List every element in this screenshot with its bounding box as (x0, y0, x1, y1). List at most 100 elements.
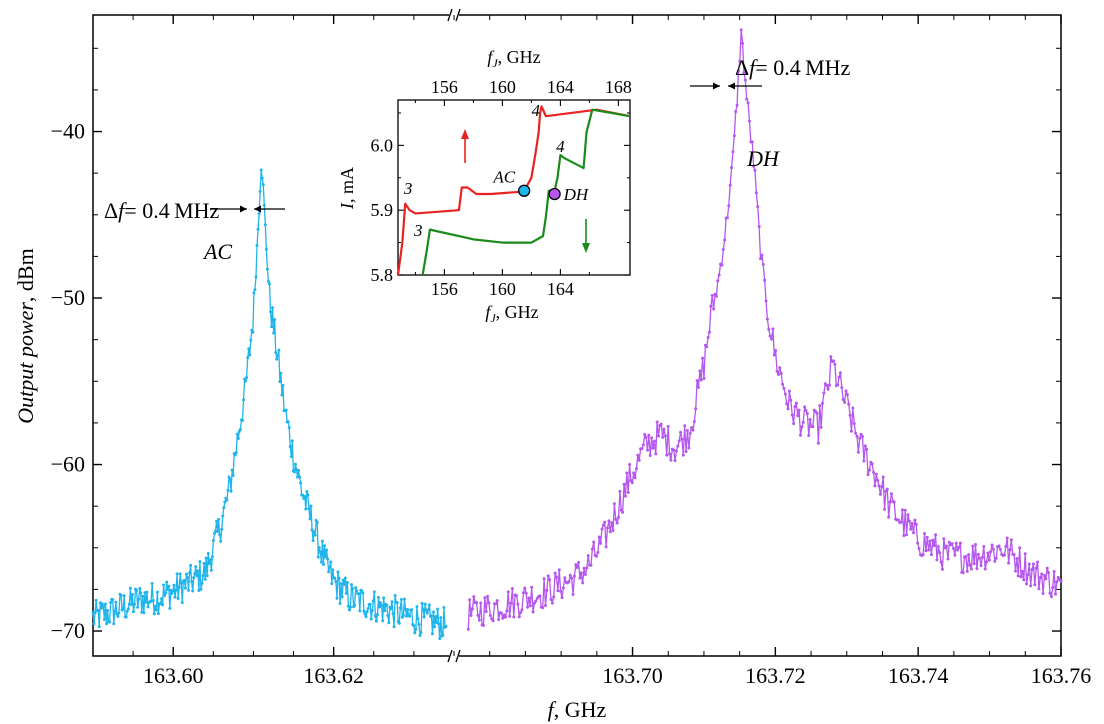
spectrum-point (763, 278, 767, 282)
spectrum-point (248, 353, 252, 357)
spectrum-point (199, 587, 203, 591)
spectrum-point (705, 345, 709, 349)
spectrum-point (657, 434, 660, 438)
spectrum-point (466, 627, 470, 631)
spectrum-point (555, 575, 558, 579)
y-tick-label: −40 (51, 119, 85, 144)
spectrum-point (116, 614, 120, 618)
spectrum-point (945, 544, 949, 548)
inset-frame (397, 99, 631, 276)
sweep-up-arrow (461, 129, 469, 163)
spectrum-point (907, 519, 911, 523)
spectrum-point (720, 263, 724, 267)
spectrum-point (154, 608, 158, 612)
spectrum-point (690, 426, 694, 430)
spectrum-point (328, 565, 332, 569)
spectrum-point (975, 567, 979, 571)
spectrum-point (284, 408, 288, 412)
spectrum-point (746, 101, 750, 105)
spectrum-point (351, 587, 355, 591)
spectrum-point (236, 436, 240, 440)
branch-number-label: 3 (403, 179, 413, 198)
spectrum-point (793, 405, 797, 409)
spectrum-point (771, 327, 775, 331)
inset-branch-labels: 3 4 3 4 (403, 101, 565, 240)
spectrum-point (899, 520, 903, 524)
inset-top-x-tick-label: 156 (431, 77, 458, 97)
spectrum-point (164, 591, 168, 595)
spectrum-point (542, 577, 546, 581)
spectrum-point (369, 617, 373, 621)
spectrum-point (1019, 575, 1023, 579)
spectrum-point (1025, 582, 1029, 586)
spectrum-point (619, 508, 623, 512)
spectrum-point (389, 607, 393, 611)
spectrum-point (105, 622, 108, 626)
spectrum-point (307, 507, 311, 511)
spectrum-point (770, 337, 774, 341)
spectrum-point (696, 385, 700, 389)
spectrum-point (702, 376, 706, 380)
spectrum-point (162, 583, 166, 587)
spectrum-point (877, 484, 881, 488)
spectrum-point (647, 433, 651, 437)
spectrum-point (1051, 585, 1055, 589)
spectrum-point (641, 443, 645, 447)
spectrum-point (640, 447, 644, 451)
spectrum-point (419, 630, 423, 634)
spectrum-point (380, 603, 384, 607)
spectrum-point (776, 372, 780, 376)
spectrum-point (750, 140, 754, 144)
spectrum-point (114, 600, 118, 604)
spectrum-point (866, 473, 870, 477)
inset-y-axis-label: I, mA (337, 167, 357, 210)
spectrum-point (313, 533, 317, 537)
spectrum-point (100, 602, 104, 606)
spectrum-point (112, 622, 116, 626)
spectrum-point (844, 389, 848, 393)
spectrum-point (427, 603, 431, 607)
spectrum-points-ac (91, 168, 448, 641)
spectrum-point (527, 596, 531, 600)
spectrum-point (677, 439, 681, 443)
spectrum-point (807, 433, 811, 437)
spectrum-point (126, 607, 130, 611)
spectrum-point (422, 615, 426, 619)
inset-x-tick-label: 160 (489, 279, 516, 299)
spectrum-point (323, 544, 327, 548)
spectrum-point (581, 581, 585, 585)
spectrum-point (676, 444, 680, 448)
spectrum-point (1048, 591, 1052, 595)
spectrum-point (286, 420, 290, 424)
inset-y-tick-label: 5.9 (371, 200, 394, 220)
spectrum-point (1041, 592, 1045, 596)
spectrum-point (361, 591, 365, 595)
spectrum-point (782, 386, 786, 390)
spectrum-point (312, 530, 316, 534)
spectrum-point (274, 350, 278, 354)
spectrum-point (982, 545, 986, 549)
marker-label-dh: DH (563, 185, 590, 204)
spectrum-point (130, 593, 134, 597)
spectrum-point (662, 427, 666, 431)
spectrum-point (589, 563, 593, 567)
spectrum-point (133, 602, 137, 606)
spectrum-point (753, 168, 757, 172)
spectrum-point (418, 633, 422, 637)
sweep-down-arrow (582, 219, 590, 253)
spectrum-point (811, 425, 815, 429)
spectrum-point (174, 588, 178, 592)
spectrum-point (251, 330, 255, 334)
spectrum-point (1015, 556, 1019, 560)
spectrum-point (430, 632, 434, 636)
spectrum-point (560, 596, 564, 600)
spectrum-point (1012, 553, 1016, 557)
spectrum-point (187, 588, 191, 592)
dh-linewidth-symbol: f (749, 55, 758, 80)
spectrum-point (501, 616, 505, 620)
spectrum-point (1020, 569, 1024, 573)
spectrum-point (623, 494, 627, 498)
spectrum-point (219, 539, 223, 543)
spectrum-point (761, 262, 765, 266)
spectrum-point (964, 554, 968, 558)
